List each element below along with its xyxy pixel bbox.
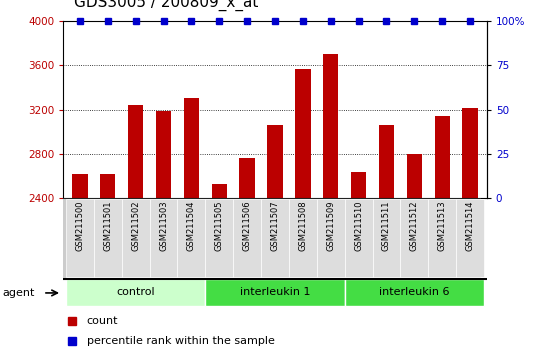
Bar — [345, 279, 484, 307]
Text: GSM211502: GSM211502 — [131, 201, 140, 251]
Text: GSM211505: GSM211505 — [215, 201, 224, 251]
Text: GSM211510: GSM211510 — [354, 201, 363, 251]
Text: GDS3005 / 200809_x_at: GDS3005 / 200809_x_at — [74, 0, 258, 11]
Bar — [205, 279, 345, 307]
Text: GSM211507: GSM211507 — [271, 201, 279, 251]
Bar — [128, 105, 144, 198]
Bar — [100, 175, 116, 198]
Bar — [233, 199, 261, 277]
Bar — [351, 172, 366, 198]
Bar — [122, 199, 150, 277]
Bar — [434, 116, 450, 198]
Text: agent: agent — [3, 288, 35, 298]
Bar — [205, 199, 233, 277]
Bar — [289, 199, 317, 277]
Bar — [406, 154, 422, 198]
Text: GSM211504: GSM211504 — [187, 201, 196, 251]
Text: GSM211512: GSM211512 — [410, 201, 419, 251]
Bar — [94, 199, 122, 277]
Bar — [428, 199, 456, 277]
Bar — [323, 55, 338, 198]
Bar — [261, 199, 289, 277]
Bar — [345, 199, 372, 277]
Text: GSM211514: GSM211514 — [465, 201, 475, 251]
Text: GSM211509: GSM211509 — [326, 201, 335, 251]
Bar — [66, 199, 94, 277]
Text: count: count — [86, 316, 118, 326]
Bar — [66, 279, 205, 307]
Text: interleukin 6: interleukin 6 — [379, 287, 449, 297]
Text: GSM211501: GSM211501 — [103, 201, 112, 251]
Bar — [150, 199, 178, 277]
Text: percentile rank within the sample: percentile rank within the sample — [86, 336, 274, 346]
Bar — [267, 125, 283, 198]
Text: GSM211506: GSM211506 — [243, 201, 252, 251]
Bar — [400, 199, 428, 277]
Text: GSM211500: GSM211500 — [75, 201, 85, 251]
Bar — [212, 184, 227, 198]
Bar — [178, 199, 205, 277]
Bar — [239, 159, 255, 198]
Bar — [72, 174, 87, 198]
Bar — [156, 112, 171, 198]
Bar — [295, 69, 311, 198]
Bar — [379, 125, 394, 198]
Text: GSM211503: GSM211503 — [159, 201, 168, 251]
Text: interleukin 1: interleukin 1 — [240, 287, 310, 297]
Text: GSM211511: GSM211511 — [382, 201, 391, 251]
Bar — [372, 199, 400, 277]
Text: GSM211513: GSM211513 — [438, 201, 447, 251]
Text: GSM211508: GSM211508 — [298, 201, 307, 251]
Text: control: control — [117, 287, 155, 297]
Bar — [317, 199, 345, 277]
Bar — [463, 108, 478, 198]
Bar — [184, 98, 199, 198]
Bar — [456, 199, 484, 277]
